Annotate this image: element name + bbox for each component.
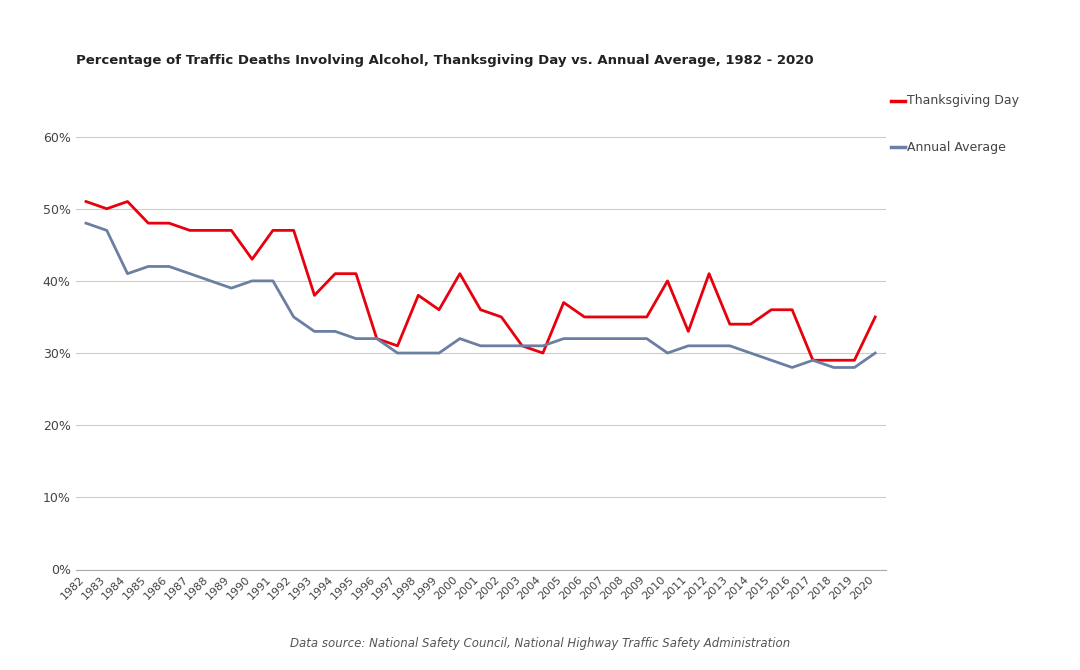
Thanksgiving Day — [724, 320, 737, 328]
Thanksgiving Day — [744, 320, 757, 328]
Annual Average — [80, 219, 93, 227]
Annual Average — [640, 334, 653, 342]
Thanksgiving Day — [537, 349, 550, 357]
Thanksgiving Day — [495, 313, 508, 321]
Thanksgiving Day — [184, 226, 197, 234]
Thanksgiving Day — [515, 342, 528, 350]
Thanksgiving Day — [287, 226, 300, 234]
Thanksgiving Day — [661, 277, 674, 285]
Annual Average — [350, 334, 363, 342]
Thanksgiving Day — [868, 313, 881, 321]
Annual Average — [578, 334, 591, 342]
Thanksgiving Day — [848, 356, 861, 364]
Annual Average — [454, 334, 467, 342]
Thanksgiving Day — [328, 269, 341, 277]
Annual Average — [204, 277, 217, 285]
Line: Annual Average: Annual Average — [86, 223, 875, 367]
Annual Average — [868, 349, 881, 357]
Thanksgiving Day — [785, 306, 798, 314]
Thanksgiving Day — [454, 269, 467, 277]
Annual Average — [225, 284, 238, 292]
Annual Average — [848, 363, 861, 371]
Annual Average — [765, 356, 778, 364]
Annual Average — [598, 334, 611, 342]
Thanksgiving Day — [807, 356, 820, 364]
Thanksgiving Day — [163, 219, 176, 227]
Text: Thanksgiving Day: Thanksgiving Day — [907, 94, 1020, 107]
Annual Average — [661, 349, 674, 357]
Text: Data source: National Safety Council, National Highway Traffic Safety Administra: Data source: National Safety Council, Na… — [289, 637, 791, 650]
Annual Average — [515, 342, 528, 350]
Thanksgiving Day — [141, 219, 154, 227]
Annual Average — [620, 334, 633, 342]
Line: Thanksgiving Day: Thanksgiving Day — [86, 202, 875, 360]
Thanksgiving Day — [121, 198, 134, 206]
Thanksgiving Day — [80, 198, 93, 206]
Annual Average — [681, 342, 694, 350]
Thanksgiving Day — [204, 226, 217, 234]
Thanksgiving Day — [433, 306, 446, 314]
Thanksgiving Day — [225, 226, 238, 234]
Thanksgiving Day — [557, 299, 570, 307]
Annual Average — [411, 349, 424, 357]
Thanksgiving Day — [827, 356, 840, 364]
Annual Average — [308, 328, 321, 336]
Thanksgiving Day — [245, 255, 258, 263]
Annual Average — [245, 277, 258, 285]
Thanksgiving Day — [681, 328, 694, 336]
Annual Average — [287, 313, 300, 321]
Annual Average — [267, 277, 280, 285]
Annual Average — [744, 349, 757, 357]
Thanksgiving Day — [370, 334, 383, 342]
Annual Average — [537, 342, 550, 350]
Annual Average — [433, 349, 446, 357]
Annual Average — [557, 334, 570, 342]
Annual Average — [184, 269, 197, 277]
Thanksgiving Day — [100, 205, 113, 213]
Thanksgiving Day — [620, 313, 633, 321]
Annual Average — [370, 334, 383, 342]
Annual Average — [807, 356, 820, 364]
Annual Average — [724, 342, 737, 350]
Annual Average — [391, 349, 404, 357]
Thanksgiving Day — [765, 306, 778, 314]
Text: Annual Average: Annual Average — [907, 141, 1007, 154]
Annual Average — [328, 328, 341, 336]
Annual Average — [495, 342, 508, 350]
Annual Average — [785, 363, 798, 371]
Thanksgiving Day — [598, 313, 611, 321]
Annual Average — [163, 263, 176, 271]
Thanksgiving Day — [703, 269, 716, 277]
Annual Average — [827, 363, 840, 371]
Thanksgiving Day — [578, 313, 591, 321]
Thanksgiving Day — [267, 226, 280, 234]
Thanksgiving Day — [350, 269, 363, 277]
Thanksgiving Day — [411, 291, 424, 299]
Annual Average — [100, 226, 113, 234]
Annual Average — [121, 269, 134, 277]
Thanksgiving Day — [308, 291, 321, 299]
Annual Average — [141, 263, 154, 271]
Annual Average — [703, 342, 716, 350]
Thanksgiving Day — [474, 306, 487, 314]
Annual Average — [474, 342, 487, 350]
Text: Percentage of Traffic Deaths Involving Alcohol, Thanksgiving Day vs. Annual Aver: Percentage of Traffic Deaths Involving A… — [76, 54, 813, 67]
Thanksgiving Day — [640, 313, 653, 321]
Thanksgiving Day — [391, 342, 404, 350]
